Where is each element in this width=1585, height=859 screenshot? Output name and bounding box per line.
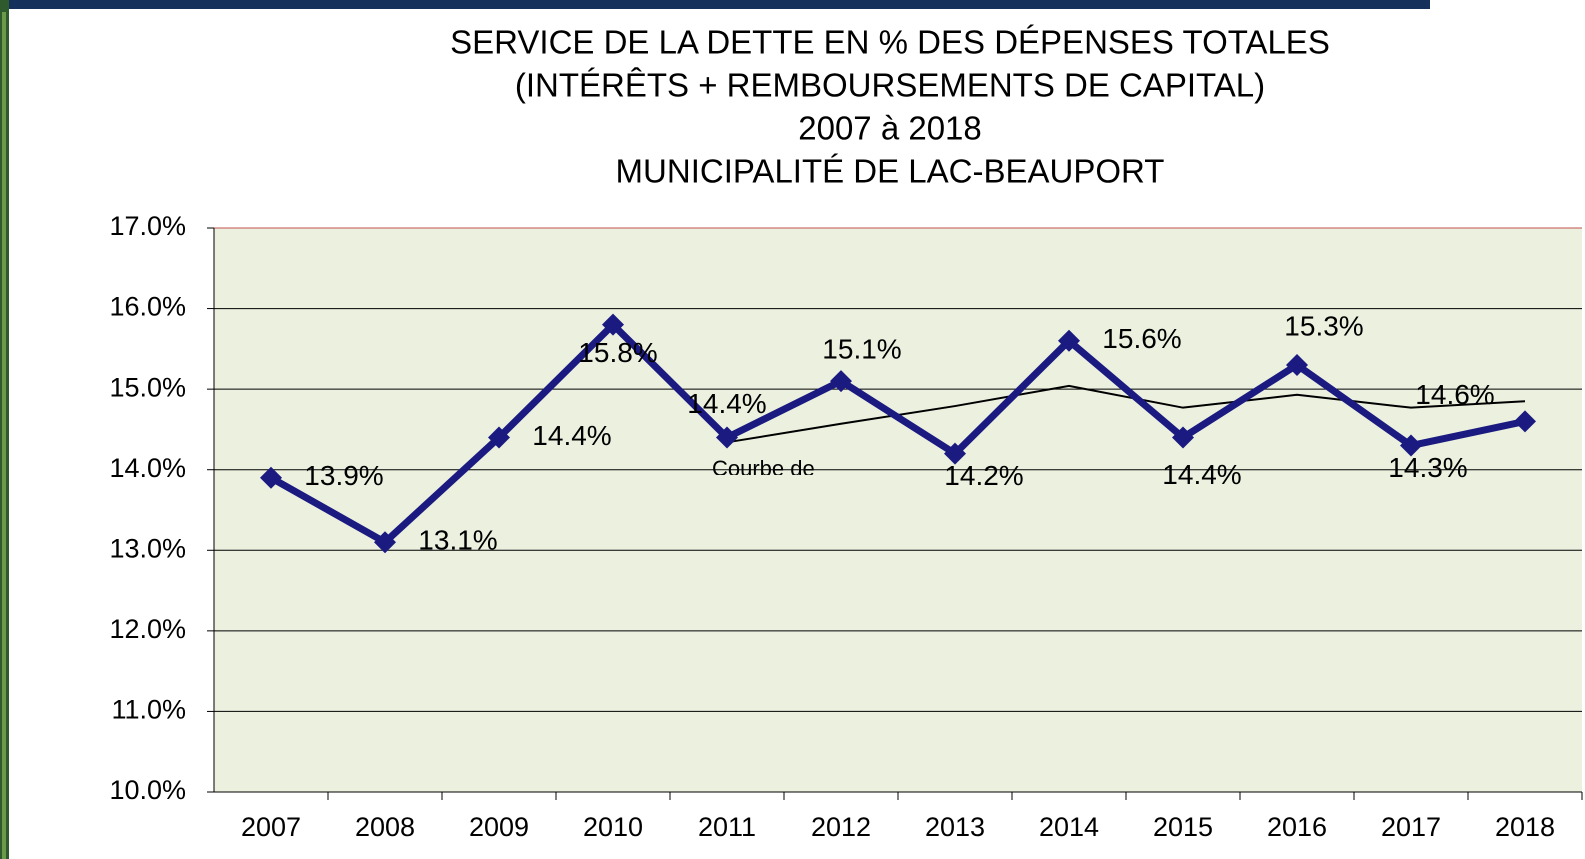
data-point (944, 442, 966, 465)
trend-line (726, 384, 1526, 444)
data-point (1058, 329, 1080, 352)
data-label: 15.6% (1102, 323, 1181, 354)
x-tick-label: 2013 (925, 812, 985, 842)
data-label: 13.9% (304, 460, 383, 491)
y-tick-label: 11.0% (111, 695, 186, 725)
data-label: 14.3% (1388, 452, 1467, 483)
data-point (374, 531, 396, 554)
x-tick-label: 2009 (469, 812, 529, 842)
x-tick-label: 2018 (1495, 812, 1555, 842)
x-tick-label: 2011 (698, 812, 756, 842)
data-label: 14.2% (944, 460, 1023, 491)
data-point (1286, 353, 1308, 376)
data-label: 13.1% (418, 525, 497, 556)
x-tick-label: 2017 (1381, 812, 1441, 842)
chart-title: 2007 à 2018 (798, 110, 982, 147)
y-tick-label: 15.0% (109, 372, 186, 402)
data-label: 14.4% (687, 388, 766, 419)
data-point (1514, 410, 1536, 433)
y-tick-label: 13.0% (109, 533, 186, 563)
x-tick-label: 2014 (1039, 812, 1099, 842)
chart-title: MUNICIPALITÉ DE LAC-BEAUPORT (616, 153, 1165, 190)
y-tick-label: 10.0% (109, 775, 186, 805)
y-tick-label: 16.0% (109, 292, 186, 322)
data-label: 14.6% (1415, 379, 1494, 410)
plot-area (214, 228, 1582, 792)
left-border-inner (2, 12, 6, 859)
chart-title: SERVICE DE LA DETTE EN % DES DÉPENSES TO… (450, 24, 1330, 61)
chart-title: (INTÉRÊTS + REMBOURSEMENTS DE CAPITAL) (515, 67, 1265, 104)
y-tick-label: 12.0% (109, 614, 186, 644)
data-label: 15.1% (822, 333, 901, 364)
data-point (830, 370, 852, 393)
x-tick-label: 2010 (583, 812, 643, 842)
data-label: 14.4% (532, 420, 611, 451)
data-point (1172, 426, 1194, 449)
data-label: 15.8% (578, 337, 657, 368)
x-tick-label: 2008 (355, 812, 415, 842)
top-bar (0, 0, 1430, 9)
data-point (602, 313, 624, 336)
x-tick-label: 2007 (241, 812, 301, 842)
data-line (269, 321, 1526, 546)
data-label: 14.4% (1162, 459, 1241, 490)
data-label: 15.3% (1284, 310, 1363, 341)
x-tick-label: 2012 (811, 812, 871, 842)
data-point (488, 426, 510, 449)
annotation-mask (700, 475, 850, 495)
y-tick-label: 17.0% (109, 211, 186, 241)
data-point (260, 466, 282, 489)
y-tick-label: 14.0% (109, 453, 186, 483)
x-tick-label: 2016 (1267, 812, 1327, 842)
data-point (716, 426, 738, 449)
data-point (1400, 434, 1422, 457)
x-tick-label: 2015 (1153, 812, 1213, 842)
